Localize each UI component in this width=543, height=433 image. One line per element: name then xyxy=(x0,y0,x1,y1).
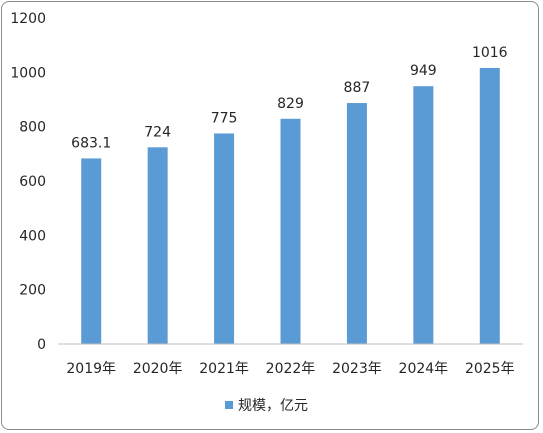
legend: 规模，亿元 xyxy=(225,398,308,414)
y-tick-label: 0 xyxy=(37,337,46,353)
y-tick-label: 400 xyxy=(19,228,46,244)
x-tick-label: 2023年 xyxy=(332,361,382,377)
y-tick-label: 600 xyxy=(19,174,46,190)
data-label: 775 xyxy=(211,110,238,126)
bar xyxy=(214,133,235,344)
legend-label: 规模，亿元 xyxy=(238,398,308,414)
x-tick-label: 2024年 xyxy=(399,361,449,377)
bar xyxy=(280,118,301,344)
bar xyxy=(413,86,434,345)
legend-swatch xyxy=(225,401,233,409)
y-axis: 0 200 400 600 800 1000 1200 xyxy=(10,11,46,353)
y-tick-label: 800 xyxy=(19,120,46,136)
y-tick-label: 1000 xyxy=(10,65,46,81)
x-tick-label: 2022年 xyxy=(266,361,316,377)
x-tick-label: 2020年 xyxy=(133,361,183,377)
bar xyxy=(479,67,500,344)
x-tick-label: 2021年 xyxy=(199,361,249,377)
data-label: 683.1 xyxy=(71,135,111,151)
bar xyxy=(346,103,367,344)
x-tick-label: 2019年 xyxy=(66,361,116,377)
data-label: 1016 xyxy=(472,45,508,61)
data-label: 724 xyxy=(144,124,171,140)
bar xyxy=(147,147,168,344)
x-tick-label: 2025年 xyxy=(465,361,515,377)
x-axis: 2019年 2020年 2021年 2022年 2023年 2024年 2025年 xyxy=(58,343,523,377)
y-tick-label: 1200 xyxy=(10,11,46,27)
data-label: 887 xyxy=(344,80,371,96)
data-label: 949 xyxy=(410,63,437,79)
data-label: 829 xyxy=(277,96,304,112)
y-tick-label: 200 xyxy=(19,283,46,299)
bar xyxy=(81,158,102,344)
bars: 683.1 724 775 829 887 949 1016 xyxy=(71,45,508,345)
